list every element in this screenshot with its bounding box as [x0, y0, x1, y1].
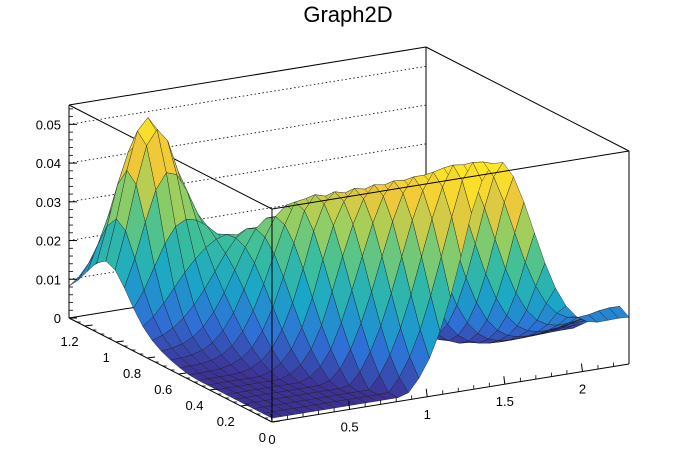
y-tick-label: 0.8 — [123, 366, 141, 381]
y-tick-label: 0.6 — [154, 382, 172, 397]
x-tick-label: 0.5 — [341, 419, 359, 434]
y-tick-label: 1.2 — [61, 334, 79, 349]
y-tick — [147, 356, 156, 359]
x-tick — [270, 413, 273, 423]
y-tick-label: 0 — [259, 430, 266, 445]
y-tick — [178, 372, 187, 375]
z-tick-label: 0 — [54, 311, 61, 326]
z-tick-label: 0.01 — [36, 272, 61, 287]
grid-line — [68, 104, 427, 164]
z-tick-label: 0.02 — [36, 234, 61, 249]
x-tick-label: 0 — [268, 432, 275, 447]
surface-mesh — [68, 117, 630, 419]
chart-title: Graph2D — [303, 2, 393, 27]
y-tick — [240, 404, 249, 407]
axis-ticks: 00.511.5200.20.40.60.811.200.010.020.030… — [36, 108, 614, 447]
x-tick-label: 2 — [579, 382, 586, 397]
y-tick — [84, 324, 93, 327]
x-tick — [503, 376, 506, 385]
x-axis-line — [271, 363, 630, 423]
surface-cell — [608, 306, 630, 319]
grid-line — [68, 65, 427, 125]
x-tick — [580, 363, 583, 372]
z-tick-label: 0.03 — [36, 195, 61, 210]
y-tick-label: 0.2 — [217, 414, 235, 429]
y-tick-label: 1 — [103, 350, 110, 365]
surface-cell — [68, 263, 89, 287]
z-tick-label: 0.05 — [36, 117, 61, 132]
front-top-edge — [271, 150, 630, 210]
x-tick-label: 1 — [424, 407, 431, 422]
z-tick-label: 0.04 — [36, 156, 61, 171]
back-top-edge — [68, 46, 427, 106]
y-tick — [115, 340, 124, 343]
y-tick — [209, 388, 218, 391]
y-tick-label: 0.4 — [185, 398, 203, 413]
x-tick — [425, 388, 428, 397]
top-right-edge — [425, 46, 630, 152]
x-tick-label: 1.5 — [496, 394, 514, 409]
x-tick — [348, 401, 351, 410]
y-tick — [271, 420, 281, 423]
